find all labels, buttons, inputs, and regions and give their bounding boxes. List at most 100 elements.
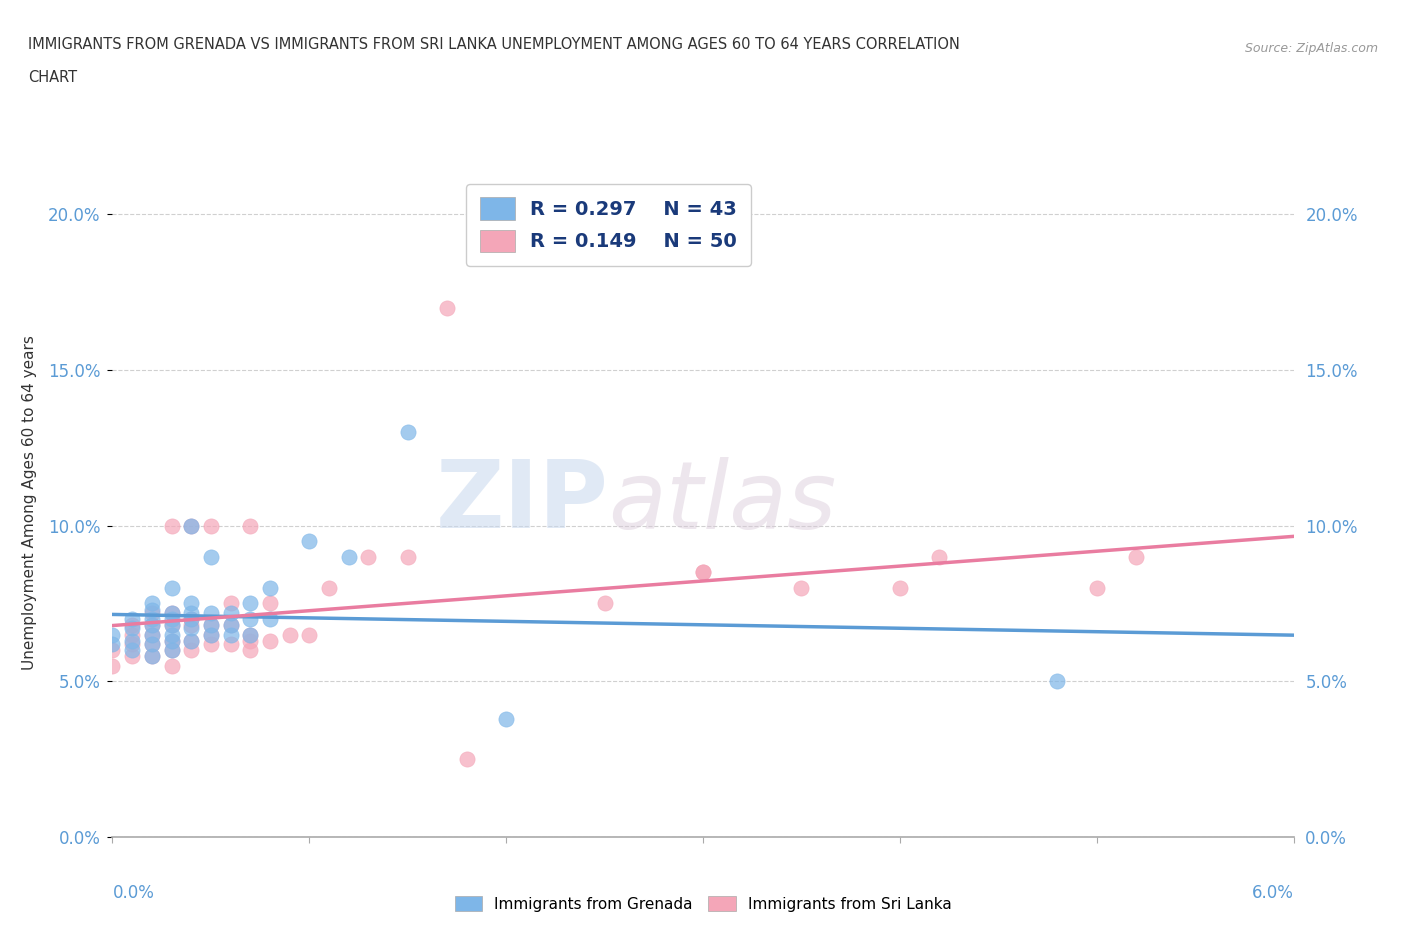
Point <box>200 618 222 632</box>
Point <box>141 649 163 664</box>
Point <box>239 596 262 611</box>
Point <box>200 627 222 642</box>
Point <box>141 612 163 627</box>
Point <box>141 605 163 620</box>
Point <box>219 618 242 632</box>
Point <box>318 580 340 595</box>
Text: ZIP: ZIP <box>436 457 609 548</box>
Point <box>180 518 202 533</box>
Point <box>160 518 183 533</box>
Point <box>160 618 183 632</box>
Point <box>121 643 143 658</box>
Point <box>141 627 163 642</box>
Legend: Immigrants from Grenada, Immigrants from Sri Lanka: Immigrants from Grenada, Immigrants from… <box>449 889 957 918</box>
Point <box>121 633 143 648</box>
Point <box>692 565 714 579</box>
Point <box>436 300 458 315</box>
Point <box>121 636 143 651</box>
Point <box>121 612 143 627</box>
Point <box>160 627 183 642</box>
Point <box>160 633 183 648</box>
Text: IMMIGRANTS FROM GRENADA VS IMMIGRANTS FROM SRI LANKA UNEMPLOYMENT AMONG AGES 60 : IMMIGRANTS FROM GRENADA VS IMMIGRANTS FR… <box>28 37 960 52</box>
Point <box>101 636 124 651</box>
Point <box>160 605 183 620</box>
Point <box>337 550 360 565</box>
Point <box>141 627 163 642</box>
Point <box>200 618 222 632</box>
Point <box>121 618 143 632</box>
Point <box>239 633 262 648</box>
Point <box>160 658 183 673</box>
Text: 6.0%: 6.0% <box>1251 884 1294 902</box>
Point <box>239 518 262 533</box>
Point <box>121 627 143 642</box>
Point <box>141 618 163 632</box>
Point <box>1046 674 1069 689</box>
Point <box>101 643 124 658</box>
Point <box>219 605 242 620</box>
Point <box>160 580 183 595</box>
Point <box>180 518 202 533</box>
Point <box>141 618 163 632</box>
Point <box>180 596 202 611</box>
Point <box>278 627 301 642</box>
Point <box>200 636 222 651</box>
Point <box>101 658 124 673</box>
Point <box>160 618 183 632</box>
Text: 0.0%: 0.0% <box>112 884 155 902</box>
Point <box>180 643 202 658</box>
Point <box>141 603 163 618</box>
Point <box>790 580 813 595</box>
Point <box>219 627 242 642</box>
Point <box>141 636 163 651</box>
Point <box>180 621 202 636</box>
Point <box>889 580 911 595</box>
Point <box>1125 550 1147 565</box>
Point <box>298 627 321 642</box>
Text: atlas: atlas <box>609 457 837 548</box>
Point <box>200 518 222 533</box>
Point <box>1085 580 1108 595</box>
Point <box>101 627 124 642</box>
Point <box>180 612 202 627</box>
Point <box>396 550 419 565</box>
Point <box>200 627 222 642</box>
Point <box>593 596 616 611</box>
Point <box>219 636 242 651</box>
Point <box>495 711 517 726</box>
Point <box>180 618 202 632</box>
Point <box>239 643 262 658</box>
Point <box>141 649 163 664</box>
Point <box>180 605 202 620</box>
Point <box>259 633 281 648</box>
Point <box>200 605 222 620</box>
Point <box>239 627 262 642</box>
Point <box>219 596 242 611</box>
Text: CHART: CHART <box>28 70 77 85</box>
Point <box>259 612 281 627</box>
Y-axis label: Unemployment Among Ages 60 to 64 years: Unemployment Among Ages 60 to 64 years <box>22 335 37 670</box>
Point <box>121 621 143 636</box>
Point <box>259 596 281 611</box>
Point <box>239 612 262 627</box>
Point <box>160 643 183 658</box>
Point <box>160 612 183 627</box>
Point <box>180 612 202 627</box>
Point <box>928 550 950 565</box>
Point <box>180 633 202 648</box>
Point <box>160 643 183 658</box>
Legend: R = 0.297    N = 43, R = 0.149    N = 50: R = 0.297 N = 43, R = 0.149 N = 50 <box>467 184 751 266</box>
Point <box>692 565 714 579</box>
Point <box>121 649 143 664</box>
Point <box>259 580 281 595</box>
Point <box>200 550 222 565</box>
Point <box>396 425 419 440</box>
Point <box>180 633 202 648</box>
Point <box>160 605 183 620</box>
Point <box>357 550 380 565</box>
Point <box>141 596 163 611</box>
Point <box>160 633 183 648</box>
Point <box>141 636 163 651</box>
Text: Source: ZipAtlas.com: Source: ZipAtlas.com <box>1244 42 1378 55</box>
Point <box>239 627 262 642</box>
